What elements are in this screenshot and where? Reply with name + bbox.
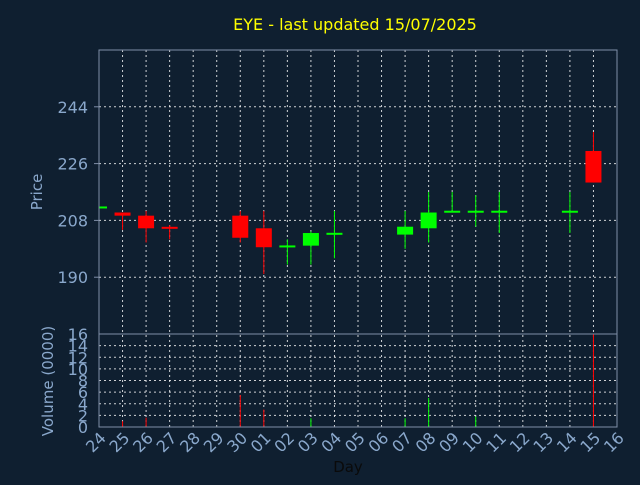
grid-layer — [99, 50, 617, 427]
candle-body — [279, 245, 296, 248]
candle-body — [232, 215, 249, 238]
candle-body — [302, 233, 319, 246]
volume-tick-label: 16 — [68, 325, 88, 344]
price-tick-label: 190 — [57, 268, 88, 287]
candle-body — [161, 226, 178, 229]
candle-body — [326, 232, 343, 235]
price-axis-label: Price — [28, 174, 46, 211]
volume-tick-label: 4 — [78, 395, 88, 414]
volume-tick-label: 10 — [68, 360, 88, 379]
candle-body — [444, 210, 461, 213]
candle-layer — [98, 132, 602, 275]
candle-body — [114, 212, 131, 216]
price-tick-label: 244 — [57, 98, 88, 117]
x-tick-label: 16 — [600, 428, 628, 456]
volume-axis-label: Volume (0000) — [39, 326, 57, 436]
candle-body — [585, 150, 602, 183]
candle-body — [467, 210, 484, 213]
candle-body — [138, 215, 155, 229]
volume-tick-label: 14 — [68, 337, 88, 356]
axis-layer: 1902082262440246810121416242526272829300… — [57, 98, 627, 456]
volume-tick-label: 8 — [78, 372, 88, 391]
candle-body — [99, 206, 107, 209]
candle-body — [491, 210, 508, 213]
candle-body — [397, 226, 414, 235]
candle-body — [561, 210, 578, 213]
price-tick-label: 226 — [57, 155, 88, 174]
volume-tick-label: 0 — [78, 418, 88, 437]
volume-panel-frame — [98, 333, 618, 428]
candle-body — [255, 228, 272, 248]
candle-body — [420, 212, 437, 229]
volume-tick-label: 12 — [68, 348, 88, 367]
x-axis-label: Day — [333, 458, 363, 476]
volume-tick-label: 2 — [78, 406, 88, 425]
price-tick-label: 208 — [57, 211, 88, 230]
volume-layer — [122, 334, 594, 427]
chart-title: EYE - last updated 15/07/2025 — [233, 15, 477, 34]
volume-tick-label: 6 — [78, 383, 88, 402]
